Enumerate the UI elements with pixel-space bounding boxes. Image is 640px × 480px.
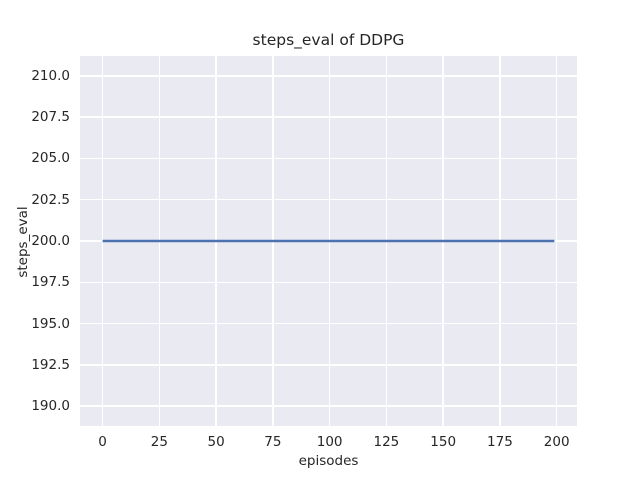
x-tick-label: 100 — [316, 434, 343, 450]
horizontal-gridline — [80, 281, 577, 283]
x-axis-label: episodes — [298, 453, 359, 469]
x-tick-label: 175 — [487, 434, 513, 450]
y-tick-label: 205.0 — [31, 150, 70, 167]
horizontal-gridline — [80, 199, 577, 201]
x-tick-label: 0 — [98, 434, 107, 450]
horizontal-gridline — [80, 364, 577, 366]
y-tick-label: 202.5 — [31, 191, 70, 208]
horizontal-gridline — [80, 116, 577, 118]
y-tick-label: 207.5 — [31, 109, 70, 126]
plot-area — [80, 56, 577, 426]
horizontal-gridline — [80, 322, 577, 325]
x-tick-label: 150 — [430, 434, 457, 450]
y-tick-label: 190.0 — [31, 398, 70, 415]
x-tick-label: 125 — [373, 434, 400, 450]
chart-title: steps_eval of DDPG — [252, 31, 405, 49]
horizontal-gridline — [80, 75, 577, 77]
y-tick-label: 200.0 — [31, 233, 70, 249]
x-tick-label: 200 — [543, 434, 570, 450]
y-tick-label: 197.5 — [31, 274, 70, 291]
x-tick-label: 50 — [207, 434, 225, 450]
data-series-layer — [102, 239, 555, 243]
horizontal-gridline — [80, 405, 577, 407]
y-tick-label: 195.0 — [31, 315, 70, 332]
y-tick-label: 192.5 — [31, 356, 70, 373]
x-tick-label: 75 — [264, 434, 282, 450]
horizontal-gridline — [80, 157, 577, 160]
x-tick-label: 25 — [150, 434, 168, 450]
y-tick-label: 210.0 — [31, 67, 70, 84]
